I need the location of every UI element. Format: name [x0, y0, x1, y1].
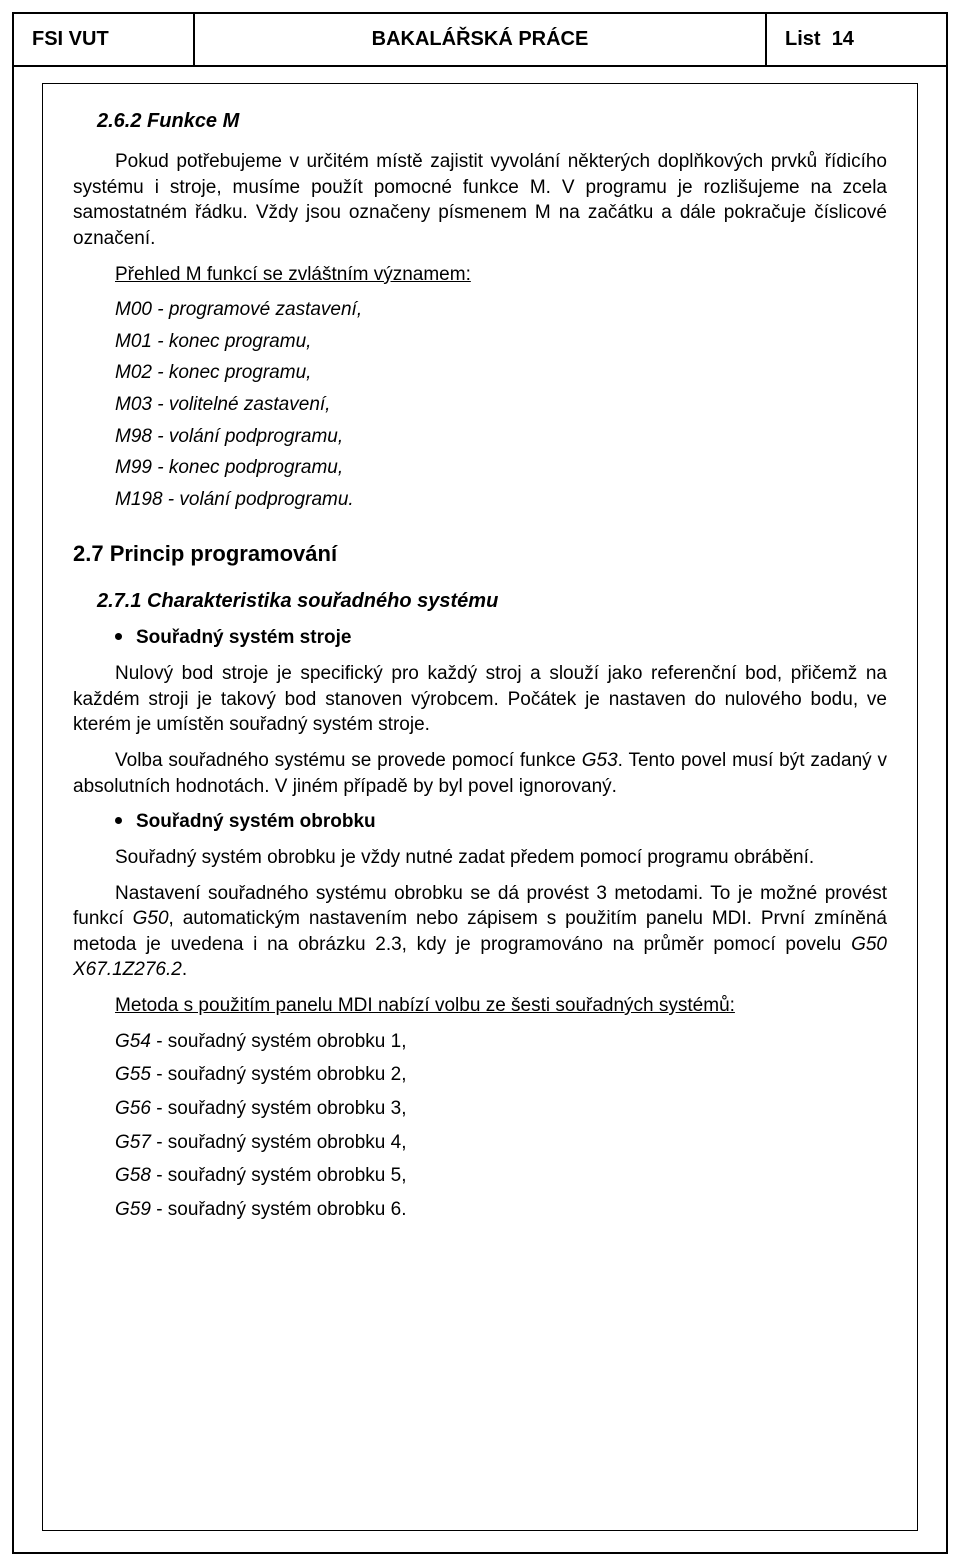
- s271-paragraph-3: Souřadný systém obrobku je vždy nutné za…: [73, 845, 887, 871]
- section-2-6-2-title: 2.6.2 Funkce M: [97, 108, 887, 135]
- g-text: - souřadný systém obrobku 2,: [151, 1064, 407, 1085]
- m-item: M98 - volání podprogramu,: [115, 424, 887, 450]
- g-code: G57: [115, 1132, 151, 1153]
- m-item: M99 - konec podprogramu,: [115, 455, 887, 481]
- g-text: - souřadný systém obrobku 1,: [151, 1031, 407, 1052]
- text: Volba souřadného systému se provede pomo…: [115, 750, 582, 771]
- g-text: - souřadný systém obrobku 6.: [151, 1199, 407, 1220]
- g-code: G58: [115, 1165, 151, 1186]
- g-code-list: G54 - souřadný systém obrobku 1, G55 - s…: [115, 1029, 887, 1223]
- section-2-7-1-title: 2.7.1 Charakteristika souřadného systému: [97, 588, 887, 615]
- m-function-list: M00 - programové zastavení, M01 - konec …: [115, 297, 887, 512]
- text: , automatickým nastavením nebo zápisem s…: [73, 908, 887, 955]
- s271-paragraph-1: Nulový bod stroje je specifický pro každ…: [73, 661, 887, 738]
- g-item: G57 - souřadný systém obrobku 4,: [115, 1130, 887, 1156]
- section-2-7-title: 2.7 Princip programování: [73, 539, 887, 569]
- header-center: BAKALÁŘSKÁ PRÁCE: [194, 14, 766, 66]
- g-code: G59: [115, 1199, 151, 1220]
- g-code: G54: [115, 1031, 151, 1052]
- g-code: G56: [115, 1098, 151, 1119]
- mdi-intro: Metoda s použitím panelu MDI nabízí volb…: [115, 993, 887, 1019]
- s262-overview-text: Přehled M funkcí se zvláštním významem:: [115, 264, 471, 285]
- bullet-icon: [115, 633, 122, 640]
- header-right-label: List: [785, 28, 821, 50]
- m-item: M00 - programové zastavení,: [115, 297, 887, 323]
- s262-overview: Přehled M funkcí se zvláštním významem:: [115, 262, 887, 288]
- header-right: List 14: [766, 14, 946, 66]
- m-item: M03 - volitelné zastavení,: [115, 392, 887, 418]
- g-text: - souřadný systém obrobku 3,: [151, 1098, 407, 1119]
- page-header: FSI VUT BAKALÁŘSKÁ PRÁCE List 14: [14, 14, 946, 67]
- g-item: G59 - souřadný systém obrobku 6.: [115, 1197, 887, 1223]
- m-item: M198 - volání podprogramu.: [115, 487, 887, 513]
- bullet-coord-system-workpiece: Souřadný systém obrobku: [115, 809, 887, 835]
- g-text: - souřadný systém obrobku 5,: [151, 1165, 407, 1186]
- bullet-coord-system-machine: Souřadný systém stroje: [115, 625, 887, 651]
- g-code: G55: [115, 1064, 151, 1085]
- m-item: M01 - konec programu,: [115, 329, 887, 355]
- header-page-number: 14: [832, 28, 854, 50]
- bullet-label: Souřadný systém obrobku: [136, 811, 376, 832]
- s262-paragraph-1: Pokud potřebujeme v určitém místě zajist…: [73, 149, 887, 252]
- header-left: FSI VUT: [14, 14, 194, 66]
- code-g50: G50: [133, 908, 169, 929]
- g-text: - souřadný systém obrobku 4,: [151, 1132, 407, 1153]
- bullet-icon: [115, 817, 122, 824]
- s271-paragraph-2: Volba souřadného systému se provede pomo…: [73, 748, 887, 799]
- page-frame: FSI VUT BAKALÁŘSKÁ PRÁCE List 14 2.6.2 F…: [12, 12, 948, 1554]
- text: .: [182, 959, 187, 980]
- g-item: G56 - souřadný systém obrobku 3,: [115, 1096, 887, 1122]
- mdi-intro-text: Metoda s použitím panelu MDI nabízí volb…: [115, 995, 735, 1016]
- m-item: M02 - konec programu,: [115, 360, 887, 386]
- s271-paragraph-4: Nastavení souřadného systému obrobku se …: [73, 881, 887, 984]
- g-item: G54 - souřadný systém obrobku 1,: [115, 1029, 887, 1055]
- content-frame: 2.6.2 Funkce M Pokud potřebujeme v určit…: [42, 83, 918, 1531]
- g-item: G55 - souřadný systém obrobku 2,: [115, 1062, 887, 1088]
- g-item: G58 - souřadný systém obrobku 5,: [115, 1163, 887, 1189]
- code-g53: G53: [582, 750, 618, 771]
- bullet-label: Souřadný systém stroje: [136, 627, 351, 648]
